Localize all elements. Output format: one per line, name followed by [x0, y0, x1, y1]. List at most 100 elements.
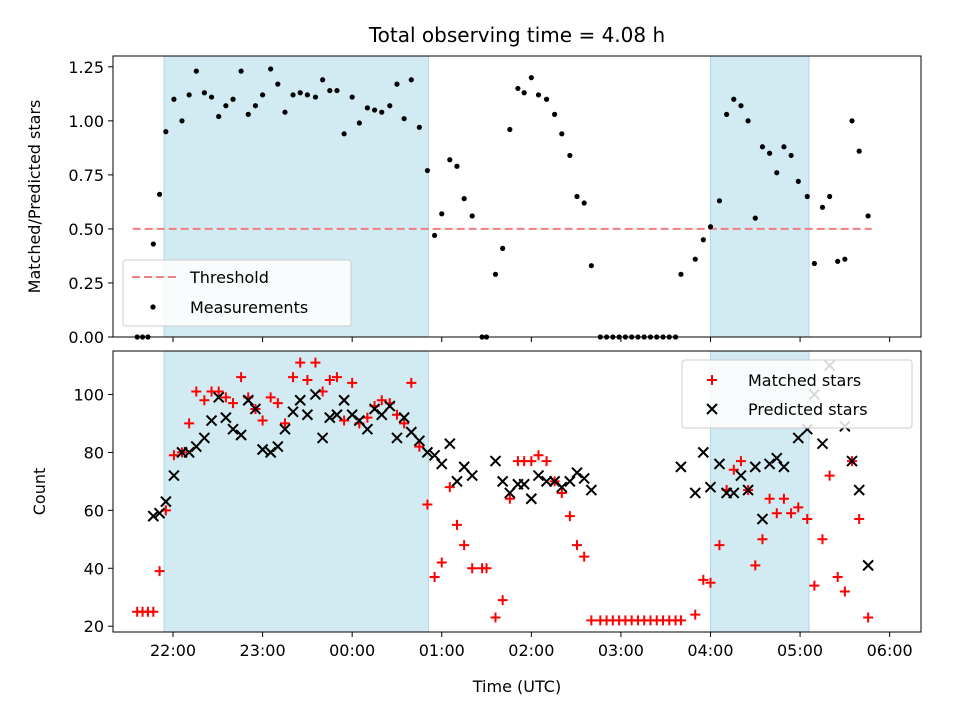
measurement-point [290, 92, 296, 98]
matched-point [310, 357, 321, 368]
measurement-point [795, 178, 801, 184]
predicted-point [272, 440, 284, 453]
x-tick-label: 01:00 [419, 641, 465, 660]
matched-point [714, 540, 725, 551]
measurement-point [334, 87, 340, 94]
measurement-point [804, 193, 810, 200]
matched-point [863, 612, 874, 623]
predicted-point [287, 406, 299, 418]
x-tick-label: 05:00 [777, 641, 823, 660]
matched-point [778, 493, 789, 504]
measurement-point [163, 129, 169, 135]
y-tick-label: 0.75 [68, 166, 104, 185]
legend: Threshold Measurements [122, 259, 352, 327]
measurement-point [574, 193, 580, 200]
x-tick-label: 22:00 [150, 641, 196, 660]
predicted-point [466, 469, 478, 482]
x-tick-label: 02:00 [508, 641, 554, 660]
matched-point [376, 395, 387, 406]
predicted-point [198, 432, 211, 444]
matched-point [302, 374, 313, 385]
predicted-point [704, 481, 717, 493]
measurement-point [223, 103, 229, 109]
matched-point [257, 415, 268, 426]
matched-point [362, 412, 373, 423]
measurement-point [371, 107, 378, 113]
matched-point [839, 586, 850, 597]
measurement-point [431, 232, 438, 239]
predicted-point [556, 481, 568, 493]
matched-point [586, 615, 597, 626]
predicted-point [361, 423, 374, 435]
matched-point [579, 551, 590, 562]
matched-point [265, 392, 276, 403]
matched-point [228, 398, 239, 409]
predicted-point [771, 452, 783, 464]
measurement-point [341, 131, 347, 137]
matched-point [854, 514, 865, 525]
matched-point [764, 493, 775, 504]
matched-point [698, 574, 709, 585]
predicted-point [376, 409, 388, 421]
matched-point [564, 511, 575, 522]
measurement-point [379, 109, 385, 115]
predicted-point [436, 458, 448, 470]
measurement-point [692, 256, 698, 262]
matched-point [199, 395, 210, 406]
y-axis-label: Count [30, 468, 49, 516]
measurement-point [282, 109, 288, 115]
predicted-point [256, 443, 269, 456]
matched-point [422, 499, 433, 510]
matched-point [184, 418, 195, 429]
matched-point [467, 563, 478, 574]
measurement-point [356, 120, 362, 126]
matched-point [414, 441, 425, 452]
matched-point [406, 377, 417, 388]
matched-point [451, 519, 462, 530]
matched-point [148, 606, 159, 617]
matched-point [504, 493, 515, 504]
matched-point [690, 609, 701, 620]
y-tick-label: 0.00 [68, 328, 104, 347]
y-tick-label: 100 [73, 385, 104, 404]
shaded-span [163, 350, 429, 633]
predicted-point [235, 429, 247, 441]
predicted-point [532, 469, 545, 482]
measurement-point [216, 113, 222, 120]
matched-point [191, 386, 202, 397]
y-tick-label: 0.50 [68, 220, 104, 239]
measurement-point [774, 170, 780, 176]
predicted-point [324, 411, 336, 424]
top-panel: 0.00 0.25 0.50 0.75 1.00 1.25 Matched/Predicte… [25, 55, 922, 347]
measurement-point [252, 103, 259, 109]
predicted-point [578, 472, 590, 485]
matched-point [832, 571, 843, 582]
predicted-point [294, 394, 306, 406]
measurement-point [208, 94, 215, 100]
predicted-point [778, 461, 790, 473]
measurement-point [447, 157, 453, 163]
predicted-point [205, 414, 218, 427]
measurement-point [521, 90, 527, 96]
matched-point [533, 450, 544, 461]
predicted-point [846, 455, 858, 467]
measurement-point [156, 191, 163, 197]
y-tick-label: 80 [84, 443, 104, 462]
predicted-point [190, 440, 203, 453]
measurement-point [507, 126, 513, 133]
matched-point [809, 580, 820, 591]
matched-point [675, 615, 686, 626]
matched-point [750, 560, 761, 571]
measurement-point [461, 196, 467, 202]
predicted-point [728, 487, 740, 499]
matched-point [481, 563, 492, 574]
predicted-point [309, 388, 322, 401]
predicted-point [525, 493, 538, 505]
series-matched-stars [132, 357, 874, 626]
matched-point [236, 372, 247, 383]
measurement-point [707, 224, 714, 230]
predicted-point [316, 432, 329, 444]
measurement-point [700, 237, 706, 243]
predicted-point [444, 437, 456, 450]
y-tick-label: 0.25 [68, 274, 104, 293]
